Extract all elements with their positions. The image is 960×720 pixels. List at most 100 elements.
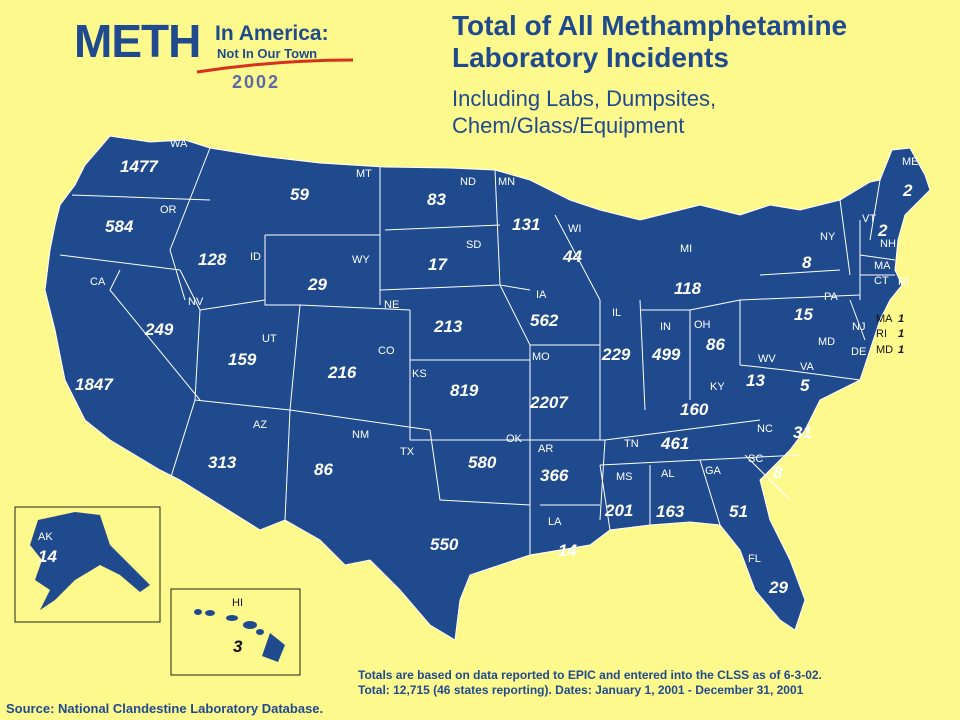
state-value-mt: 59: [290, 185, 309, 204]
state-abbr-ia: IA: [536, 289, 547, 301]
footer-total: Total: 12,715 (46 states reporting). Dat…: [358, 683, 804, 697]
state-abbr-nj: NJ: [852, 321, 865, 333]
logo-not-in-town: Not In Our Town: [217, 46, 318, 61]
state-value-ok: 580: [468, 453, 497, 472]
state-abbr-nm: NM: [352, 429, 369, 441]
state-value-ny: 8: [802, 253, 812, 272]
state-value-oh: 86: [706, 335, 725, 354]
state-abbr-mo: MO: [532, 351, 550, 363]
state-value-tx: 550: [430, 535, 459, 554]
state-value-va: 5: [800, 376, 810, 395]
state-abbr-wy: WY: [352, 254, 370, 266]
state-abbr-in: IN: [660, 321, 671, 333]
state-abbr-nh: NH: [880, 238, 896, 250]
state-abbr-de: DE: [851, 346, 866, 358]
state-value-fl: 29: [768, 578, 788, 597]
hawaii-shape: [194, 609, 285, 662]
logo-meth: METH: [74, 15, 201, 67]
state-abbr-ny: NY: [820, 231, 836, 243]
state-abbr-nv: NV: [188, 296, 204, 308]
state-abbr-ar: AR: [538, 443, 553, 455]
state-abbr-ma: MA: [874, 260, 891, 272]
state-abbr-ne: NE: [384, 299, 399, 311]
state-value-vt: 2: [877, 221, 888, 240]
logo-in-america: In America:: [215, 22, 329, 45]
state-value-nv: 249: [144, 320, 174, 339]
state-abbr-ks: KS: [412, 368, 427, 380]
state-value-ar: 366: [540, 466, 569, 485]
state-abbr-pa: PA: [824, 291, 839, 303]
state-value-il: 229: [601, 345, 631, 364]
map-subtitle-line2: Chem/Glass/Equipment: [452, 113, 685, 138]
state-abbr-mi: MI: [680, 243, 692, 255]
alaska-inset-frame: [14, 506, 161, 623]
state-abbr-mt: MT: [356, 168, 372, 180]
state-value-pa: 15: [794, 305, 813, 324]
state-abbr-co: CO: [378, 345, 395, 357]
source-note: Source: National Clandestine Laboratory …: [6, 701, 324, 716]
state-abbr-sd: SD: [466, 239, 481, 251]
state-value-mn: 131: [512, 215, 540, 234]
state-abbr-ok: OK: [506, 433, 523, 445]
map-title-line2: Laboratory Incidents: [452, 42, 729, 73]
side-note-value-ma: 1: [898, 313, 904, 325]
state-abbr-wa: WA: [170, 138, 188, 150]
logo-swoosh: [196, 58, 354, 74]
state-value-wi: 44: [562, 247, 582, 266]
hawaii-inset-frame: [170, 588, 301, 676]
state-abbr-fl: FL: [748, 553, 761, 565]
state-abbr-ut: UT: [262, 333, 277, 345]
map-title-line1: Total of All Methamphetamine: [452, 10, 848, 41]
state-abbr-mn: MN: [498, 176, 515, 188]
state-value-mo: 2207: [529, 393, 569, 412]
state-value-nc: 31: [793, 423, 812, 442]
side-note-value-md: 1: [898, 344, 904, 356]
state-value-al: 163: [656, 502, 685, 521]
side-note-abbr-ma: MA: [876, 313, 893, 325]
state-abbr-ga: GA: [705, 465, 722, 477]
state-abbr-me: ME: [902, 156, 919, 168]
state-abbr-id: ID: [250, 251, 261, 263]
state-value-in: 499: [651, 345, 681, 364]
state-value-ky: 160: [680, 400, 709, 419]
state-value-wy: 29: [307, 275, 327, 294]
state-value-id: 128: [198, 250, 227, 269]
state-abbr-il: IL: [612, 307, 621, 319]
side-note-abbr-md: MD: [876, 344, 893, 356]
state-value-mi: 118: [674, 279, 702, 298]
state-value-or: 584: [105, 217, 134, 236]
state-value-wv: 13: [746, 371, 765, 390]
state-abbr-vt: VT: [862, 213, 876, 225]
state-abbr-sc: SC: [748, 453, 763, 465]
state-abbr-ak: AK: [38, 531, 53, 543]
state-abbr-oh: OH: [694, 319, 711, 331]
state-value-la: 14: [558, 541, 577, 560]
state-boundaries: [59, 147, 896, 555]
alaska-shape: [30, 512, 150, 610]
side-note-abbr-ri: RI: [876, 328, 887, 340]
state-value-nm: 86: [314, 460, 333, 479]
logo-year: 2002: [232, 72, 281, 92]
state-abbr-al: AL: [661, 468, 674, 480]
state-abbr-nd: ND: [460, 176, 476, 188]
us-mainland-shape: [44, 135, 931, 641]
state-value-sc: 8: [773, 463, 783, 482]
state-abbr-ky: KY: [710, 381, 725, 393]
state-value-ne: 213: [433, 317, 463, 336]
state-abbr-wi: WI: [568, 223, 581, 235]
state-value-ut: 159: [228, 350, 257, 369]
state-abbr-md: MD: [818, 336, 835, 348]
state-abbr-ms: MS: [616, 471, 633, 483]
state-value-tn: 461: [660, 434, 689, 453]
state-value-wa: 1477: [120, 157, 159, 176]
state-value-me: 2: [902, 181, 913, 200]
state-abbr-ct: CT: [874, 275, 889, 287]
state-value-nd: 83: [427, 190, 446, 209]
state-value-ga: 51: [729, 502, 748, 521]
state-value-sd: 17: [428, 255, 448, 274]
state-value-ca: 1847: [75, 375, 114, 394]
state-abbr-la: LA: [548, 516, 562, 528]
state-value-co: 216: [327, 363, 357, 382]
